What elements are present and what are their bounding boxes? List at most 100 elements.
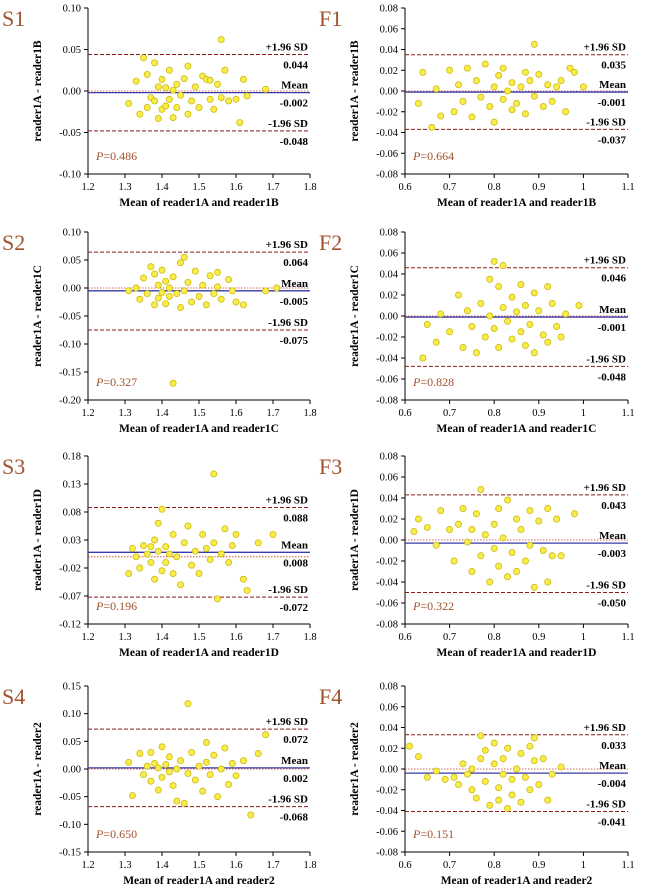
data-point [158, 743, 166, 751]
data-point [553, 515, 561, 523]
p-value: P=0.664 [412, 149, 454, 163]
upper-limit-value: 0.033 [601, 740, 626, 752]
data-point [423, 523, 431, 531]
y-tick-label: 0.05 [63, 737, 81, 748]
upper-limit-value: 0.088 [283, 513, 308, 525]
data-point [147, 558, 155, 566]
data-point [477, 552, 485, 560]
upper-limit-label: +1.96 SD [584, 722, 626, 734]
data-point [232, 772, 240, 780]
data-point [517, 526, 525, 533]
data-point [508, 106, 516, 114]
x-tick-label: 1.8 [303, 408, 316, 419]
data-point [210, 290, 218, 298]
data-point [535, 517, 543, 525]
data-point [432, 767, 440, 775]
data-point [199, 281, 207, 289]
y-tick-label: -0.15 [59, 368, 81, 379]
data-point [173, 104, 181, 112]
data-point [262, 731, 270, 739]
data-point [180, 539, 188, 547]
data-point [158, 266, 166, 274]
data-point [535, 307, 543, 315]
data-point [432, 338, 440, 346]
data-point [432, 85, 440, 93]
y-tick-label: 0.00 [380, 765, 398, 776]
data-point [202, 758, 210, 766]
data-point [169, 86, 177, 94]
data-point [481, 333, 489, 341]
data-point [504, 744, 512, 752]
data-point [450, 773, 458, 781]
x-tick-label: 0.7 [443, 632, 456, 643]
x-tick-label: 1 [581, 632, 586, 643]
data-point [225, 276, 233, 284]
data-point [239, 757, 247, 765]
x-axis-title: Mean of reader1A and reader1B [437, 197, 597, 209]
data-point [143, 70, 151, 78]
data-point [530, 734, 538, 742]
data-point [557, 763, 565, 771]
p-symbol: P [412, 599, 421, 613]
data-point [495, 505, 503, 512]
data-point [169, 273, 177, 281]
data-point [468, 323, 476, 330]
panel-label: S2 [2, 230, 25, 255]
upper-limit-label: +1.96 SD [266, 716, 308, 728]
data-point [217, 295, 225, 303]
data-point [169, 570, 177, 578]
x-tick-label: 1.8 [303, 632, 316, 643]
data-point [262, 85, 270, 93]
data-point [191, 83, 199, 91]
x-tick-label: 0.6 [398, 408, 411, 419]
data-point [495, 71, 503, 79]
y-tick-label: 0.05 [63, 45, 81, 56]
y-tick-label: 0.04 [380, 494, 399, 505]
mean-value: -0.002 [280, 98, 309, 110]
data-point [472, 794, 480, 802]
panel-label: S1 [2, 6, 25, 31]
data-point [455, 81, 462, 89]
data-point [195, 762, 203, 770]
data-point [262, 287, 270, 295]
upper-limit-value: 0.046 [601, 273, 626, 285]
data-point [521, 68, 529, 76]
lower-limit-label: -1.96 SD [268, 794, 308, 806]
data-point [151, 270, 159, 278]
p-number: =0.196 [103, 599, 137, 613]
lower-limit-value: -0.068 [280, 812, 309, 824]
y-tick-label: 0.02 [380, 66, 398, 77]
data-point [184, 278, 192, 286]
p-number: =0.650 [103, 827, 137, 841]
x-tick-label: 1.8 [303, 860, 316, 871]
data-point [459, 97, 467, 105]
data-point [517, 83, 525, 91]
data-point [463, 307, 471, 315]
lower-limit-value: -0.050 [598, 598, 627, 610]
panel-f2: F2 0.08 0.06 0.04 0.02 0.00 -0.02 -0.04 -0.06 -0.… [319, 228, 635, 436]
data-point [154, 281, 162, 289]
data-point [477, 486, 485, 494]
y-tick-label: -0.02 [376, 107, 398, 118]
x-tick-label: 1.6 [229, 632, 242, 643]
data-point [143, 550, 151, 558]
data-point [548, 770, 556, 778]
data-point [455, 520, 462, 528]
data-point [154, 114, 162, 122]
y-tick-label: -0.02 [376, 785, 398, 796]
data-point [490, 760, 498, 768]
upper-limit-label: +1.96 SD [584, 255, 626, 267]
panel-label: F1 [319, 6, 342, 31]
data-point [548, 299, 556, 307]
data-point [437, 112, 445, 120]
data-point [202, 738, 210, 746]
x-tick-label: 0.8 [488, 408, 501, 419]
data-point [221, 66, 229, 74]
mean-value: 0.002 [283, 773, 308, 785]
data-point [214, 268, 221, 276]
p-symbol: P [412, 375, 421, 389]
y-tick-label: 0.13 [63, 480, 81, 491]
panel-label: F4 [319, 684, 342, 709]
x-tick-label: 1.7 [266, 182, 279, 193]
mean-label: Mean [599, 304, 626, 316]
